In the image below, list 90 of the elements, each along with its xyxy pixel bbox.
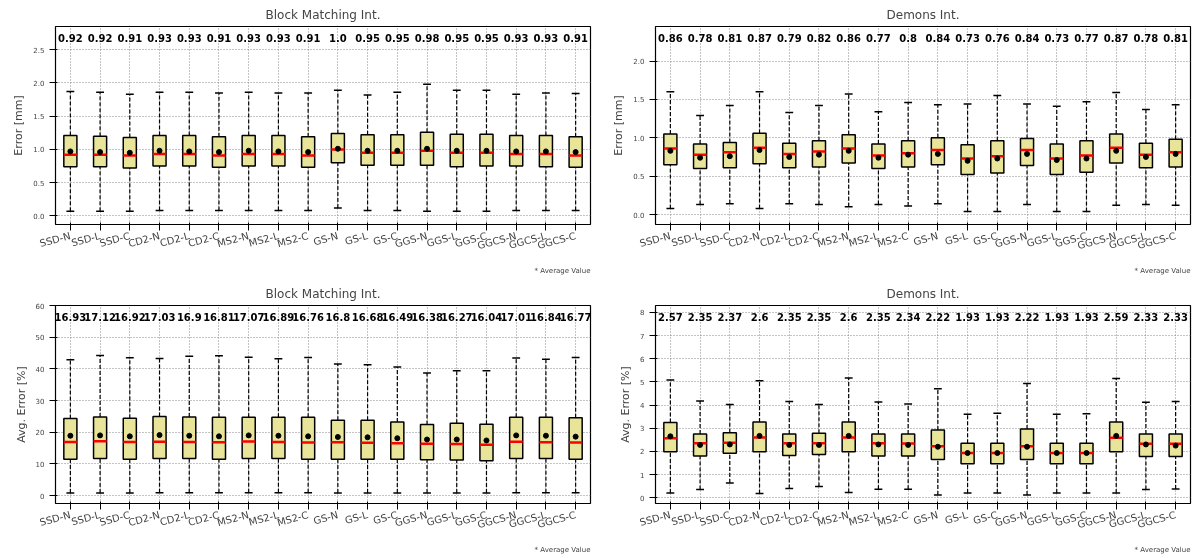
text: 17.12 (84, 312, 116, 324)
text: 16.38 (411, 312, 443, 324)
text: 2.22 (1014, 312, 1040, 324)
text: 16.89 (262, 312, 295, 324)
x-tick-label: SSD-N (638, 230, 672, 249)
text: 1.93 (1074, 312, 1099, 324)
text: 0.78 (687, 33, 713, 45)
text: 0.93 (266, 33, 291, 45)
text: 0.91 (117, 33, 143, 45)
x-tick-label: GS-N (912, 509, 940, 527)
text: 0.76 (984, 33, 1010, 45)
text: 0.91 (295, 33, 321, 45)
text: 16.68 (351, 312, 384, 324)
text: 2.33 (1163, 312, 1188, 324)
text: 0.87 (1103, 33, 1129, 45)
x-tick-label: SSD-L (670, 230, 702, 249)
text: 0.81 (717, 33, 743, 45)
text: 2.6 (750, 312, 769, 324)
text: 2.33 (1133, 312, 1159, 324)
text: 0.92 (58, 33, 83, 45)
text: 0.95 (355, 33, 380, 45)
text: 16.81 (203, 312, 235, 324)
text: 0.91 (206, 33, 232, 45)
text: 16.49 (381, 312, 414, 324)
text: 0.98 (414, 33, 440, 45)
text: 0.93 (176, 33, 202, 45)
y-axis-title: Avg. Error [%] (14, 366, 28, 443)
text: 0.8 (899, 33, 917, 45)
x-tick-label: GS-L (343, 509, 370, 526)
text: 0.73 (1044, 33, 1070, 45)
x-tick-label: GS-N (312, 509, 340, 527)
x-tick-label: SSD-N (638, 509, 672, 528)
text: 1.93 (955, 312, 980, 324)
x-tick-label: SSD-L (670, 509, 702, 528)
text: 2.57 (658, 312, 683, 324)
text: 0.84 (1014, 33, 1040, 45)
y-axis-title: Error [mm] (612, 95, 626, 156)
text: 0.77 (866, 33, 891, 45)
text: 2.22 (925, 312, 951, 324)
x-tick-label: SSD-N (38, 509, 72, 528)
text: 0.81 (1163, 33, 1188, 45)
text: 16.93 (54, 312, 87, 324)
text: 0.77 (1074, 33, 1099, 45)
chart-title: Demons Int. (886, 286, 960, 301)
text: 2.35 (687, 312, 713, 324)
text: 2.6 (839, 312, 858, 324)
text: 17.01 (500, 312, 533, 324)
text: 0.95 (474, 33, 499, 45)
text: 0.93 (236, 33, 262, 45)
text: 2.59 (1103, 312, 1129, 324)
chart-title: Block Matching Int. (265, 7, 381, 22)
text: 0.92 (87, 33, 113, 45)
text: 0.91 (563, 33, 588, 45)
text: 0.86 (836, 33, 862, 45)
text: 0.93 (147, 33, 172, 45)
text: 0.73 (955, 33, 980, 45)
text: 0.84 (925, 33, 951, 45)
text: 0.79 (776, 33, 802, 45)
text: 2.35 (866, 312, 891, 324)
text: 0.82 (806, 33, 832, 45)
x-tick-label: GS-L (343, 230, 370, 247)
text: 0.93 (503, 33, 529, 45)
text: 2.34 (895, 312, 921, 324)
x-tick-label: SSD-N (38, 230, 72, 249)
text: 16.84 (530, 312, 562, 324)
text: 0.87 (747, 33, 772, 45)
x-tick-label: GS-L (943, 509, 970, 526)
y-axis-title: Avg. Error [%] (619, 366, 633, 443)
x-tick-label: GS-N (912, 230, 940, 248)
text: 1.93 (984, 312, 1010, 324)
text: 16.8 (325, 312, 351, 324)
text: 0.95 (384, 33, 410, 45)
text: 0.95 (444, 33, 470, 45)
text: 2.35 (806, 312, 832, 324)
chart-title: Demons Int. (886, 7, 960, 22)
text: 0.93 (533, 33, 559, 45)
x-tick-label: GS-N (312, 230, 340, 248)
x-tick-label: SSD-L (70, 509, 102, 528)
text: 2.35 (776, 312, 802, 324)
chart-title: Block Matching Int. (265, 286, 381, 301)
text: 1.93 (1044, 312, 1070, 324)
text: 2.37 (717, 312, 743, 324)
text: 16.9 (176, 312, 202, 324)
text: 16.76 (292, 312, 324, 324)
x-tick-label: GS-L (943, 230, 970, 247)
text: 1.0 (329, 33, 347, 45)
text: 0.78 (1133, 33, 1159, 45)
y-axis-title: Error [mm] (12, 95, 26, 156)
x-tick-label: SSD-L (70, 230, 102, 249)
text: 0.86 (658, 33, 683, 45)
